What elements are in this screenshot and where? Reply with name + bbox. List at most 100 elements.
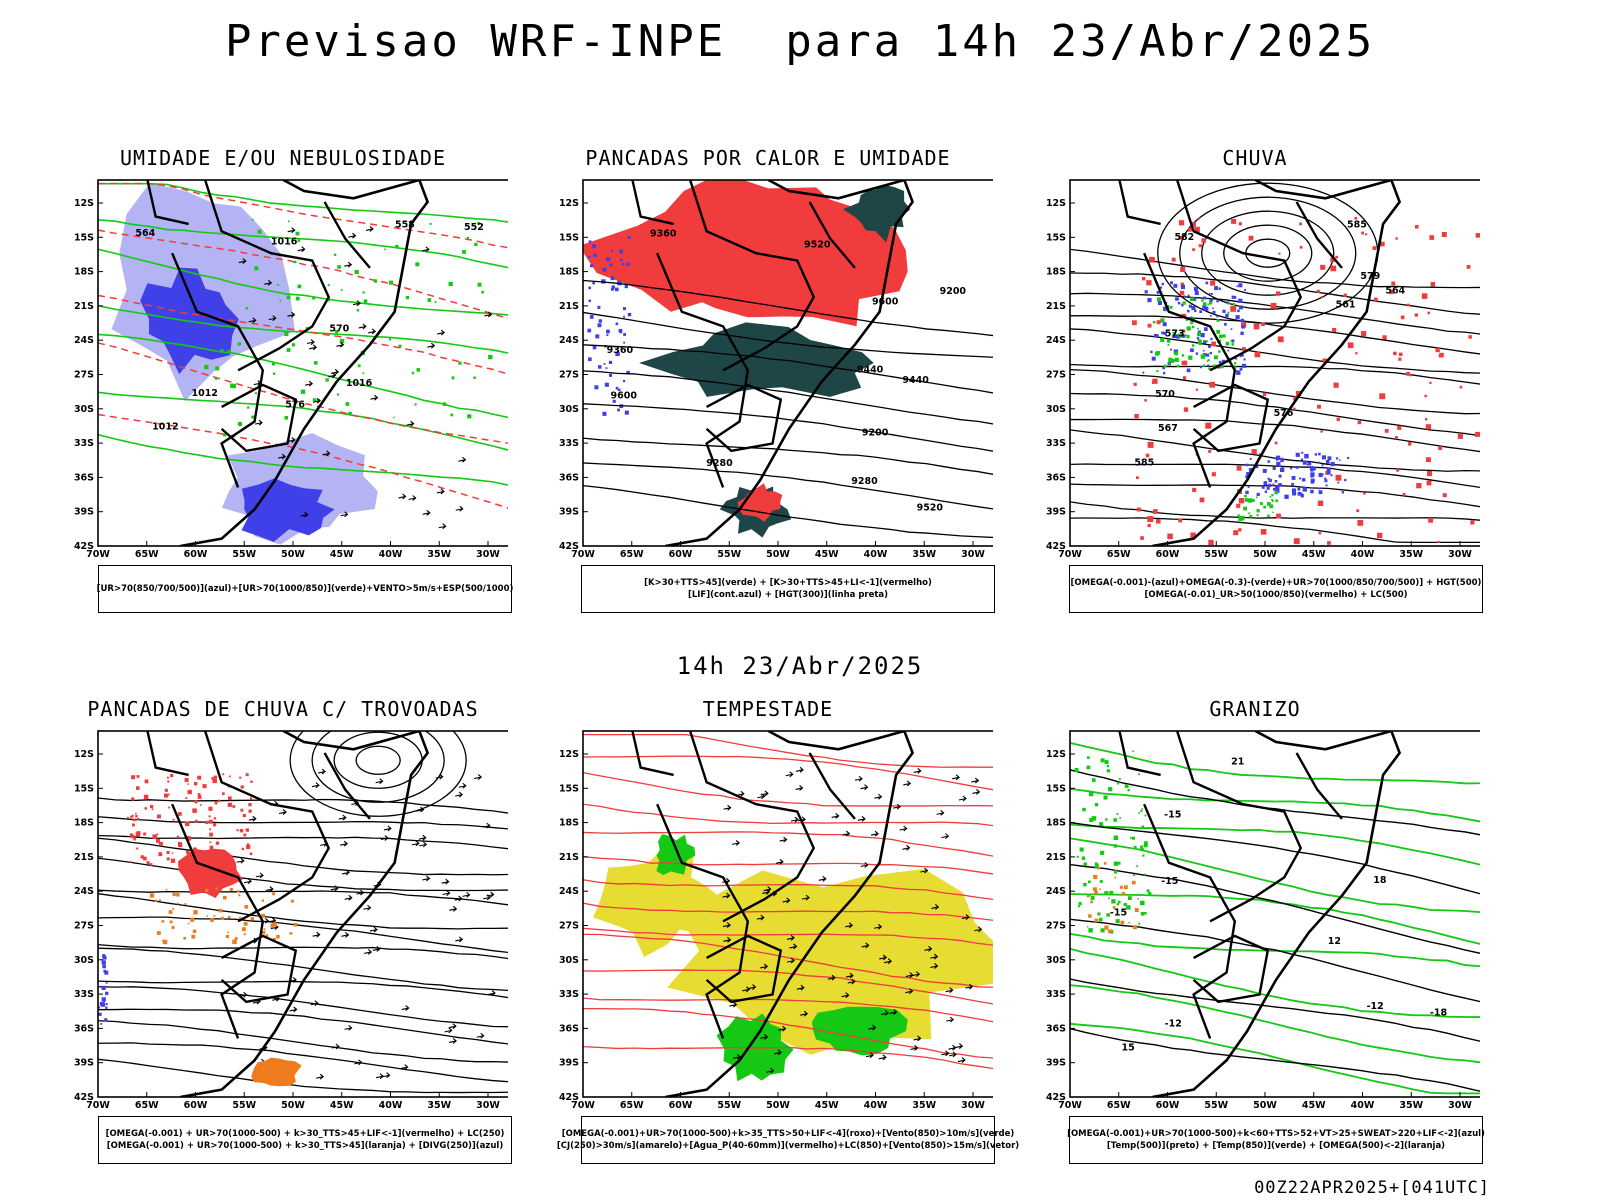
lat-tick-label: 30S [74,404,94,415]
data-speck [590,264,593,268]
wind-arrow [455,505,464,512]
contour-label: 564 [135,228,155,239]
data-speck [1244,289,1246,291]
data-speck [1170,281,1173,285]
data-speck [1214,286,1219,291]
data-speck [1220,364,1224,369]
contour-label: 9200 [862,427,889,438]
lon-tick-label: 45W [330,549,354,560]
data-speck [1317,500,1324,506]
wind-arrow [842,830,851,837]
wind-arrow [306,339,315,345]
data-speck [250,780,253,783]
data-speck [1425,418,1428,421]
wind-arrow [365,225,374,232]
data-speck [1253,323,1260,330]
wind-arrow [920,867,929,874]
data-speck [232,805,236,808]
data-speck [1187,309,1190,313]
data-speck [1188,227,1192,232]
data-speck [1124,903,1127,906]
contour-label: -12 [1367,1001,1384,1012]
data-speck [1399,352,1403,357]
data-speck [1156,320,1161,325]
data-speck [1094,803,1099,807]
data-speck [1176,364,1180,368]
data-speck [1245,475,1249,479]
contour-label: 570 [329,323,349,334]
data-speck [1429,235,1435,240]
data-speck [1184,334,1187,337]
data-speck [251,415,255,419]
country-border [1175,180,1303,372]
data-speck [1212,307,1214,310]
map-granizo: -15 -12 -12 -15 -15 -18 12 15 18 21 12S 15S 18S 21S 24… [1046,730,1480,1111]
data-speck [300,389,306,394]
lat-tick-label: 12S [559,198,579,209]
data-speck [1142,277,1146,281]
lon-tick-label: 35W [1399,549,1423,560]
data-speck [1197,330,1201,334]
data-speck [1093,874,1098,880]
data-speck [1205,281,1209,285]
lon-tick-label: 60W [669,549,693,560]
data-speck [1202,364,1205,367]
data-speck [214,801,218,805]
wind-arrow [930,953,939,960]
data-speck [1115,919,1120,924]
data-speck [1327,541,1331,545]
data-speck [105,1003,108,1006]
run-timestamp: 00Z22APR2025+[041UTC] [1254,1178,1490,1198]
data-speck [1396,468,1400,472]
contour-label: 576 [285,400,305,411]
data-speck [1116,903,1119,906]
data-speck [1201,299,1204,302]
data-speck [1209,351,1212,355]
data-speck [1225,341,1230,346]
data-speck [184,778,189,782]
data-speck [1318,472,1323,478]
data-speck [1195,352,1199,355]
data-speck [103,1001,105,1004]
data-speck [1145,453,1150,458]
data-speck [1136,865,1139,868]
data-speck [362,291,365,294]
wind-arrow [748,984,757,990]
data-speck [605,367,608,369]
data-speck [617,408,620,412]
wind-arrow [779,836,788,843]
data-speck [1324,477,1327,480]
wind-arrow [330,885,339,892]
data-speck [170,858,176,863]
data-speck [356,309,360,312]
lat-tick-label: 36S [559,1023,579,1034]
wind-arrow [905,988,914,995]
country-border [1192,383,1270,453]
data-speck [225,934,229,938]
data-speck [187,783,189,785]
wind-arrow [874,923,883,930]
contour-label: 576 [1274,408,1294,419]
data-speck [1086,765,1091,770]
lat-tick-label: 36S [559,472,579,483]
wind-arrow [352,300,361,307]
data-speck [609,373,613,377]
wind-arrow [421,246,430,253]
wind-arrow [786,934,795,941]
data-speck [213,915,216,917]
wind-arrow [899,825,908,832]
data-speck [1470,520,1475,525]
data-speck [1186,326,1191,331]
data-speck [615,322,619,326]
wind-arrow [422,875,431,882]
wind-arrow [341,931,350,938]
data-speck [393,416,395,419]
wind-arrow [313,397,322,404]
wind-arrow [486,891,495,898]
data-speck [209,828,211,831]
wind-arrow [723,922,731,928]
contour-line [583,1045,993,1070]
lat-tick-label: 21S [1046,852,1066,863]
data-speck [1118,900,1121,904]
